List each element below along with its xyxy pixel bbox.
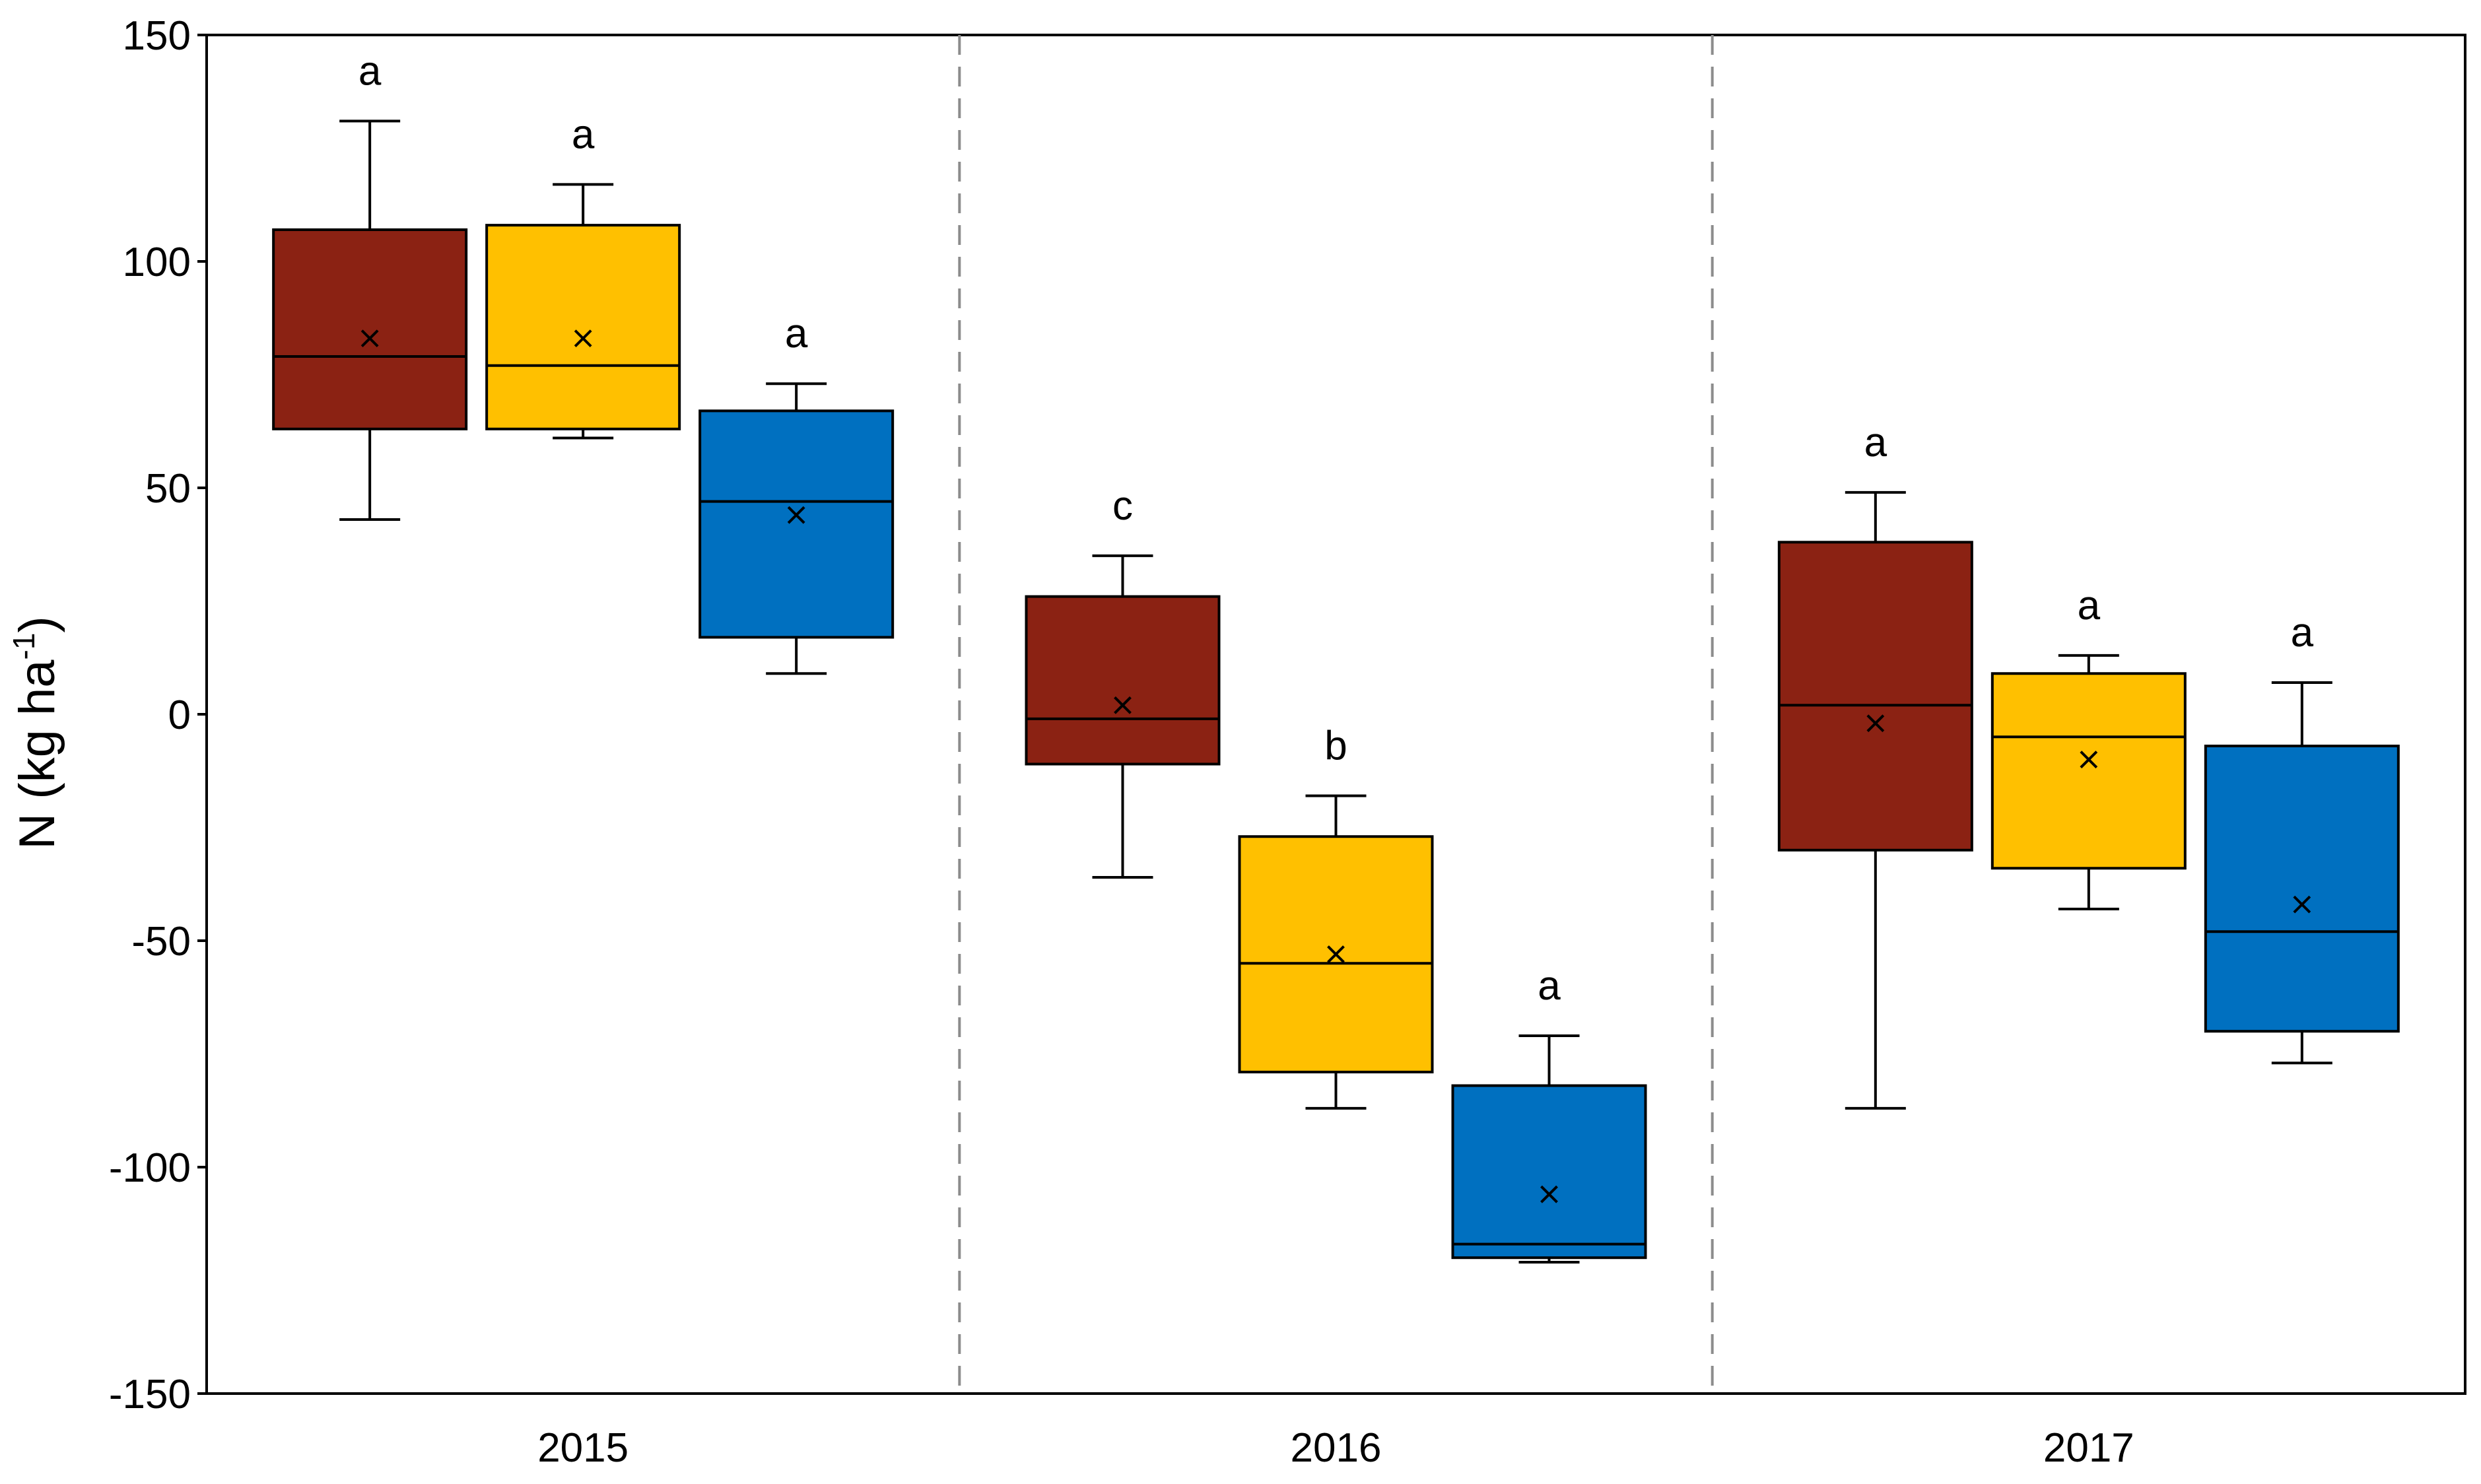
mean-marker [2293, 895, 2311, 914]
significance-letter: a [572, 112, 595, 157]
significance-letter: c [1112, 483, 1133, 529]
plot-area: 150 100 50 0 -50 -100 -150 2015 a a a 2016 c b a 2017 a a… [109, 13, 2466, 1471]
significance-letter: a [358, 48, 382, 94]
box [272, 228, 468, 430]
x-category-label: 2015 [537, 1425, 629, 1471]
y-tick-label: 50 [145, 466, 191, 512]
significance-letter: a [1538, 963, 1561, 1009]
y-tick-label: 0 [168, 692, 191, 738]
box [1990, 672, 2187, 870]
significance-letter: a [2078, 583, 2101, 628]
significance-letter: b [1324, 723, 1347, 768]
y-tick-label: 100 [123, 240, 191, 285]
significance-letter: a [2291, 610, 2314, 656]
mean-marker [1866, 714, 1885, 733]
mean-marker [1114, 696, 1132, 714]
box [1777, 541, 1973, 852]
y-tick-label: -50 [131, 919, 191, 964]
y-axis-title: N (kg ha-1) [7, 616, 65, 849]
mean-marker [360, 329, 379, 348]
y-tick-label: -150 [109, 1372, 191, 1417]
mean-marker [1327, 945, 1345, 963]
mean-marker [787, 506, 805, 524]
box [2204, 745, 2400, 1033]
significance-letter: a [785, 311, 808, 356]
box [1025, 595, 1221, 766]
mean-marker [2080, 751, 2098, 769]
y-tick-label: -100 [109, 1145, 191, 1191]
x-category-label: 2017 [2043, 1425, 2134, 1471]
box [485, 224, 681, 430]
y-tick-label: 150 [123, 13, 191, 59]
mean-marker [574, 329, 592, 348]
x-category-label: 2016 [1291, 1425, 1382, 1471]
box [1451, 1084, 1647, 1260]
significance-letter: a [1864, 420, 1887, 465]
box [698, 409, 895, 639]
mean-marker [1540, 1185, 1558, 1203]
